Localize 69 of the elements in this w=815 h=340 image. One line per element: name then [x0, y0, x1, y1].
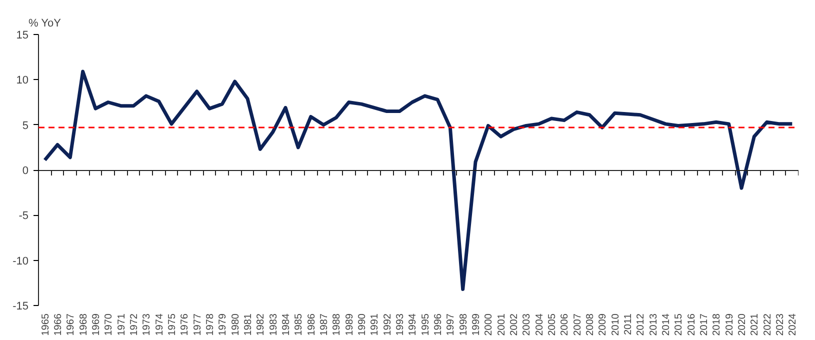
- x-tick-label: 2014: [661, 313, 672, 336]
- x-tick-label: 2005: [547, 313, 558, 336]
- y-tick-label: -15: [12, 300, 29, 312]
- x-tick-label: 2018: [712, 313, 723, 336]
- x-tick-label: 1988: [332, 313, 343, 336]
- x-tick-label: 2001: [496, 313, 508, 336]
- x-tick-label: 1998: [458, 313, 470, 336]
- x-tick-label: 2002: [509, 313, 520, 336]
- x-tick-label: 1978: [205, 313, 216, 336]
- x-tick-label: 1972: [129, 313, 140, 336]
- x-tick-label: 1979: [218, 313, 229, 336]
- y-tick-label: -5: [18, 210, 28, 222]
- x-tick-label: 2003: [522, 313, 533, 336]
- x-tick-label: 1984: [281, 313, 292, 336]
- x-tick-label: 1989: [344, 313, 356, 336]
- x-tick-label: 1968: [78, 313, 90, 336]
- x-tick-label: 1975: [167, 313, 178, 336]
- y-tick-label: 15: [16, 30, 29, 42]
- x-tick-label: 2024: [788, 313, 799, 336]
- x-tick-label: 1992: [382, 313, 394, 336]
- x-tick-label: 2010: [610, 313, 622, 336]
- x-tick-label: 2016: [686, 313, 698, 336]
- y-tick-label: -10: [12, 255, 29, 268]
- x-tick-label: 2012: [636, 313, 647, 336]
- x-tick-label: 2008: [585, 313, 596, 336]
- x-tick-label: 2000: [484, 313, 495, 336]
- x-tick-label: 1977: [192, 313, 204, 336]
- x-tick-label: 1995: [420, 313, 432, 336]
- x-tick-label: 1986: [306, 313, 318, 336]
- x-tick-label: 1967: [66, 313, 77, 336]
- x-tick-label: 1990: [357, 313, 368, 336]
- x-tick-label: 1996: [433, 313, 444, 336]
- x-tick-label: 2023: [775, 313, 786, 336]
- x-tick-label: 1991: [370, 313, 381, 336]
- x-tick-label: 1997: [446, 313, 457, 336]
- x-tick-label: 2011: [623, 313, 634, 336]
- x-tick-label: 2017: [699, 313, 710, 336]
- x-tick-label: 2013: [648, 313, 660, 336]
- x-tick-label: 1985: [294, 313, 305, 336]
- x-tick-label: 2007: [572, 313, 584, 336]
- x-tick-label: 2006: [560, 313, 571, 336]
- x-tick-label: 2022: [762, 313, 774, 336]
- x-tick-label: 2020: [737, 313, 748, 336]
- x-tick-label: 2019: [724, 313, 736, 336]
- x-tick-label: 2021: [750, 313, 761, 336]
- x-tick-label: 1981: [243, 313, 254, 336]
- x-tick-label: 2015: [674, 313, 685, 336]
- x-tick-label: 1987: [319, 313, 330, 336]
- x-tick-label: 2009: [598, 313, 609, 336]
- x-tick-label: 1974: [154, 313, 166, 336]
- x-tick-label: 1993: [395, 313, 406, 336]
- x-tick-label: 1970: [104, 313, 115, 336]
- y-axis-title: % YoY: [28, 18, 62, 30]
- x-tick-label: 1973: [142, 313, 153, 336]
- y-tick-label: 10: [16, 74, 29, 87]
- x-tick-label: 1994: [408, 313, 419, 336]
- x-tick-label: 2004: [534, 313, 546, 336]
- x-tick-label: 1982: [256, 313, 267, 336]
- y-tick-label: 0: [22, 165, 29, 177]
- x-tick-label: 1980: [230, 313, 242, 336]
- line-series: [43, 70, 794, 291]
- x-tick-label: 1999: [471, 313, 482, 336]
- x-tick-label: 1976: [180, 313, 191, 336]
- x-tick-label: 1983: [268, 313, 280, 336]
- x-tick-label: 1965: [40, 313, 52, 336]
- x-tick-label: 1966: [53, 313, 64, 336]
- x-tick-label: 1971: [116, 313, 128, 336]
- x-tick-label: 1969: [91, 313, 102, 336]
- y-tick-label: 5: [22, 120, 29, 132]
